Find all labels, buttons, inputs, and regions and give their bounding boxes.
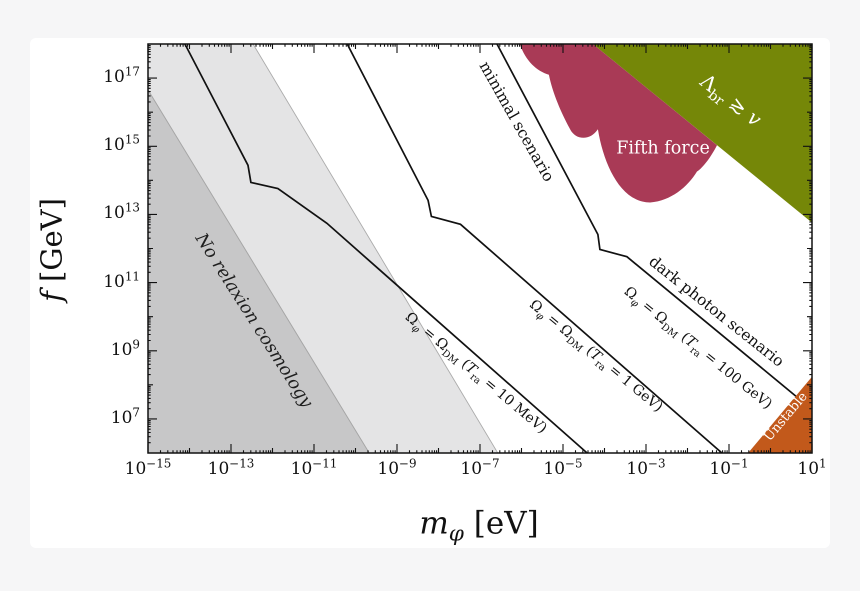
series-omega-dm-contour-Tra-10MeV (184, 43, 588, 454)
region-lambda-br-greater-than-v (592, 44, 812, 223)
series-omega-dm-contour-Tra-1GeV (346, 43, 723, 454)
region-fifth-force (519, 44, 717, 203)
region-unstable (748, 376, 812, 453)
plot-frame (147, 43, 813, 454)
series-omega-dm-contour-Tra-100GeV-minimal-dark-photon (496, 43, 797, 397)
